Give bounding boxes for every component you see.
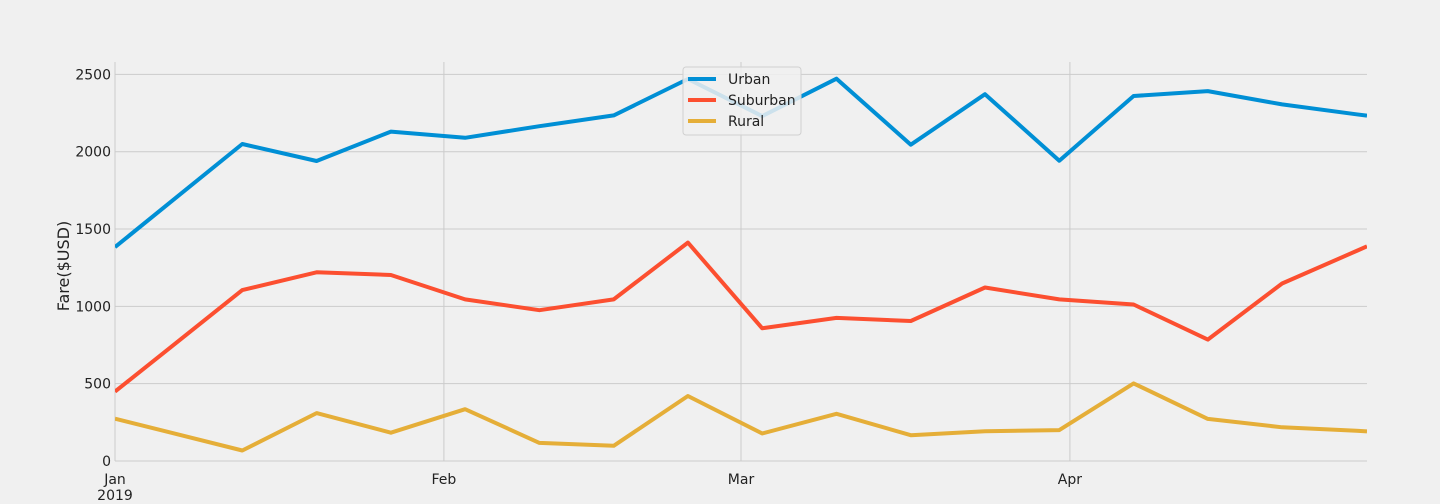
y-tick-label: 2000 — [75, 145, 111, 161]
y-tick-label: 500 — [84, 377, 111, 393]
legend: Urban Suburban Rural — [682, 66, 802, 136]
x-tick-label: Feb — [432, 472, 457, 488]
y-tick-label: 2500 — [75, 67, 111, 83]
y-tick-label: 1500 — [75, 222, 111, 238]
x-tick-label: Jan — [103, 472, 126, 488]
legend-label-suburban: Suburban — [728, 93, 796, 109]
series-line-rural — [115, 381, 1367, 453]
x-tick-label: Mar — [728, 472, 755, 488]
legend-label-rural: Rural — [728, 114, 764, 130]
y-tick-label: 0 — [102, 454, 111, 470]
y-axis-label: Fare($USD) — [54, 221, 73, 311]
y-tick-label: 1000 — [75, 299, 111, 315]
x-tick-label: Apr — [1058, 472, 1082, 488]
x-tick-sublabel: 2019 — [97, 488, 133, 504]
legend-label-urban: Urban — [728, 72, 770, 88]
series-line-suburban — [115, 240, 1367, 394]
legend-box — [682, 66, 802, 136]
